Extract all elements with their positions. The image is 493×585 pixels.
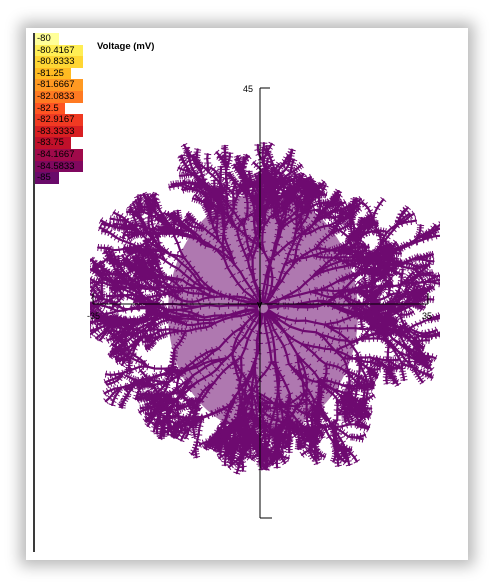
morphology-plot[interactable]: 45 -35 35 V <box>35 33 463 552</box>
legend-item: -80.8333 <box>35 56 83 68</box>
y-top-label: 45 <box>243 84 253 94</box>
legend-item: -81.6667 <box>35 79 83 91</box>
legend-item: -80.4167 <box>35 44 83 57</box>
legend-item: -82.0833 <box>35 90 83 103</box>
neuron-morphology <box>90 141 440 475</box>
legend-item: -82.5 <box>35 102 65 115</box>
legend-item: -85 <box>35 172 59 184</box>
axis-scale: 45 -35 35 V <box>87 84 432 519</box>
x-right-label: 35 <box>422 311 432 321</box>
legend-item: -83.3333 <box>35 125 83 138</box>
legend-item: -82.9167 <box>35 114 83 126</box>
color-legend: -80 -80.4167 -80.8333 -81.25 -81.6667 -82.083… <box>35 33 83 184</box>
center-label: V <box>257 301 263 310</box>
legend-item: -84.1667 <box>35 148 83 161</box>
x-left-label: -35 <box>87 311 100 321</box>
legend-item: -80 <box>35 33 59 45</box>
legend-item: -83.75 <box>35 137 71 149</box>
plot-panel[interactable]: 45 -35 35 V -80 -80.4167 -80.8333 -81.25 -81… <box>33 33 463 552</box>
legend-title: Voltage (mV) <box>97 41 155 52</box>
legend-item: -84.5833 <box>35 160 83 173</box>
legend-item: -81.25 <box>35 67 71 80</box>
